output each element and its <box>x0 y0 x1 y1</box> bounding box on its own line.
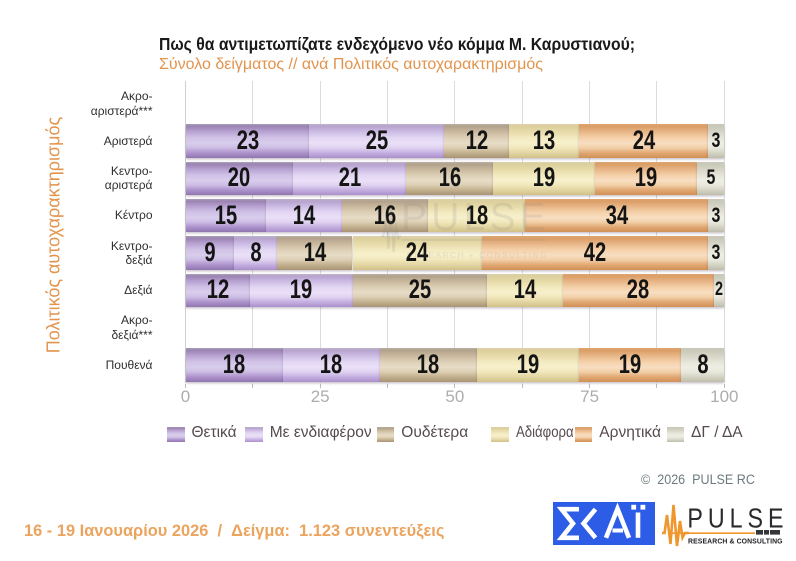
svg-text:RESEARCH & CONSULTING: RESEARCH & CONSULTING <box>688 538 783 545</box>
svg-text:RESEARCH + CONSULTING: RESEARCH + CONSULTING <box>407 251 548 260</box>
svg-text:PULSE: PULSE <box>401 196 550 239</box>
svg-text:PULSE: PULSE <box>687 503 788 533</box>
